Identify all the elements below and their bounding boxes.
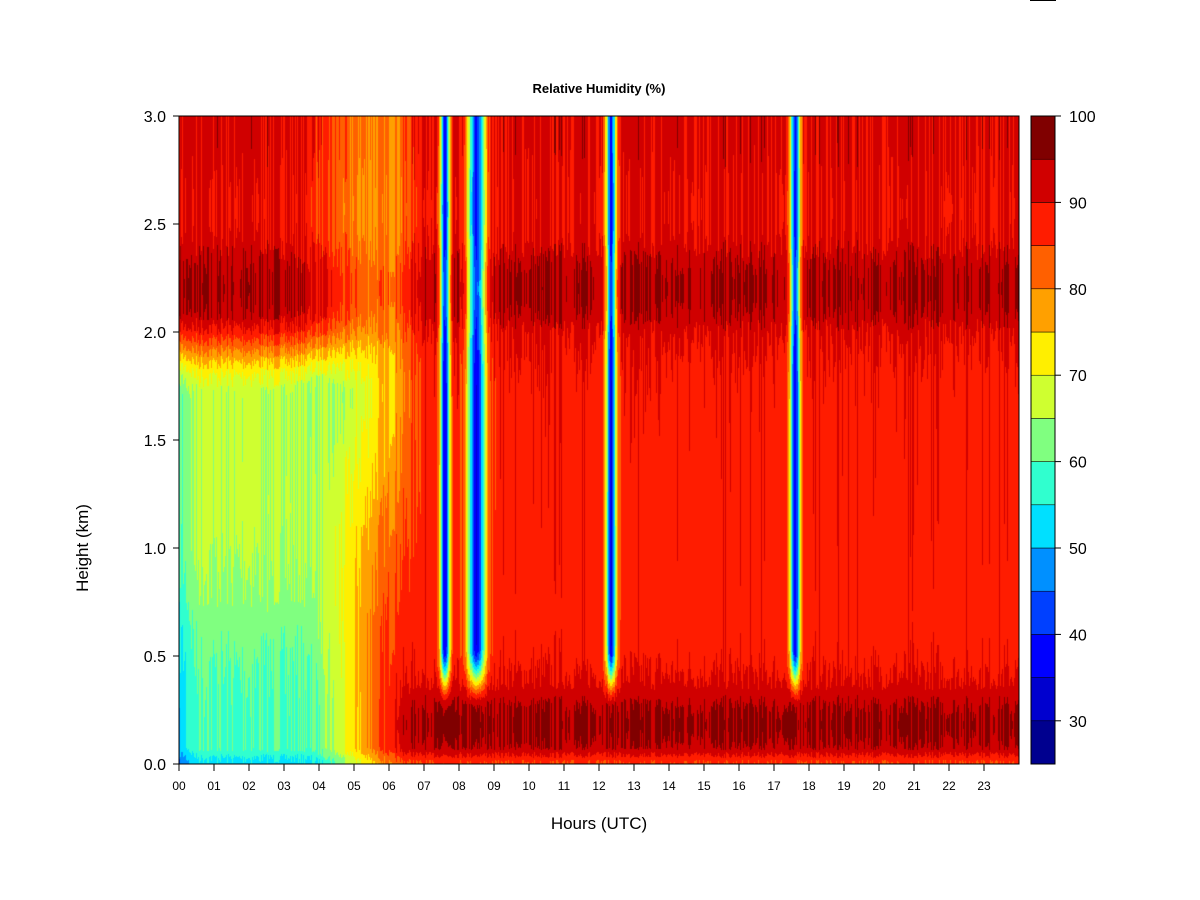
colorbar-swatch <box>1030 590 1056 635</box>
colorbar-swatch <box>1030 245 1056 290</box>
y-tick-label: 0.5 <box>144 649 166 666</box>
x-tick-label: 06 <box>382 779 396 793</box>
x-axis: 00 01 02 03 04 05 06 07 08 09 10 11 12 13 14 15 16 17 18 19… <box>172 764 991 793</box>
x-tick-label: 07 <box>417 779 431 793</box>
colorbar-swatch <box>1030 677 1056 722</box>
x-tick-label: 05 <box>347 779 361 793</box>
colorbar-tick-label: 90 <box>1069 195 1087 212</box>
x-tick-label: 14 <box>662 779 676 793</box>
x-tick-label: 08 <box>452 779 466 793</box>
colorbar-swatch <box>1030 634 1056 678</box>
x-tick-label: 19 <box>837 779 851 793</box>
x-tick-label: 15 <box>697 779 711 793</box>
x-tick-label: 21 <box>907 779 921 793</box>
colorbar-tick-label: 100 <box>1069 109 1096 126</box>
x-tick-label: 10 <box>522 779 536 793</box>
x-tick-label: 13 <box>627 779 641 793</box>
x-tick-label: 03 <box>277 779 291 793</box>
y-tick-label: 1.5 <box>144 433 166 450</box>
colorbar-tick-label: 70 <box>1069 368 1087 385</box>
y-tick-label: 2.5 <box>144 217 166 234</box>
colorbar-tick-label: 40 <box>1069 627 1087 644</box>
colorbar-tick-label: 50 <box>1069 541 1087 558</box>
chart-title: Relative Humidity (%) <box>533 81 666 96</box>
y-tick-label: 3.0 <box>144 109 166 126</box>
colorbar-swatch <box>1030 418 1056 462</box>
x-tick-label: 02 <box>242 779 256 793</box>
x-tick-label: 04 <box>312 779 326 793</box>
x-tick-label: 16 <box>732 779 746 793</box>
x-tick-label: 00 <box>172 779 186 793</box>
x-tick-label: 09 <box>487 779 501 793</box>
x-tick-label: 23 <box>977 779 991 793</box>
colorbar-frame <box>1030 115 1056 765</box>
colorbar-swatch <box>1030 720 1056 765</box>
colorbar-swatch <box>1030 461 1056 506</box>
colorbar-swatch <box>1030 331 1056 376</box>
colorbar-swatch <box>1030 374 1056 419</box>
x-tick-label: 22 <box>942 779 956 793</box>
colorbar-swatch <box>1030 547 1056 592</box>
x-tick-label: 11 <box>558 779 571 793</box>
y-tick-label: 2.0 <box>144 325 166 342</box>
colorbar-swatch <box>1030 115 1056 160</box>
colorbar-tick-label: 60 <box>1069 455 1087 472</box>
x-axis-label: Hours (UTC) <box>551 814 647 833</box>
colorbar-tick-label: 30 <box>1069 714 1087 731</box>
heatmap-canvas <box>179 116 1019 764</box>
colorbar-swatch <box>1030 202 1056 246</box>
x-tick-label: 20 <box>872 779 886 793</box>
y-axis-label: Height (km) <box>73 504 92 592</box>
x-tick-label: 12 <box>592 779 606 793</box>
heatmap-plot-area <box>178 115 1020 765</box>
y-tick-label: 1.0 <box>144 541 166 558</box>
colorbar-swatch <box>1030 504 1056 549</box>
x-tick-label: 01 <box>207 779 221 793</box>
x-tick-label: 17 <box>767 779 781 793</box>
colorbar: 30 40 50 60 70 80 90 100 <box>1030 109 1096 765</box>
colorbar-tick-label: 80 <box>1069 282 1087 299</box>
x-tick-label: 18 <box>802 779 816 793</box>
y-axis: 0.0 0.5 1.0 1.5 2.0 2.5 3.0 <box>144 109 179 774</box>
colorbar-swatch <box>1030 288 1056 333</box>
corner-mark <box>1030 0 1056 1</box>
y-tick-label: 0.0 <box>144 757 166 774</box>
colorbar-swatch <box>1030 158 1056 203</box>
